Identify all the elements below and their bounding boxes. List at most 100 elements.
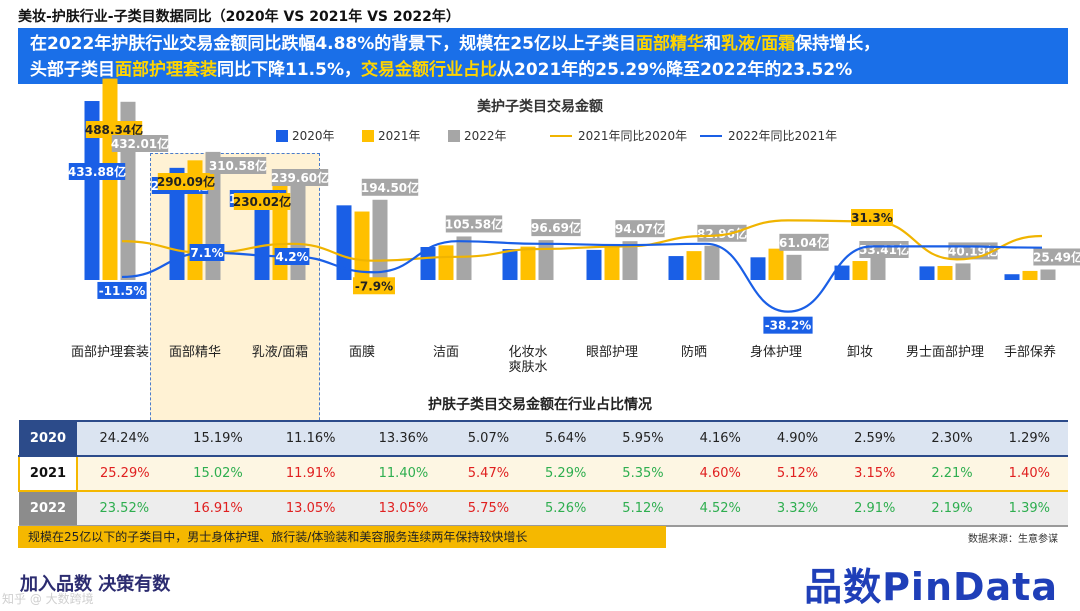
share-cell: 5.12%: [604, 491, 682, 527]
category-label: 防晒: [681, 344, 707, 360]
share-cell: 16.91%: [171, 491, 265, 527]
share-table: 2020 24.24% 15.19% 11.16% 13.36% 5.07% 5.64% 5.…: [18, 420, 1068, 527]
table-title: 护肤子类目交易金额在行业占比情况: [428, 397, 652, 413]
headline-banner: 在2022年护肤行业交易金额同比跌幅4.88%的背景下，规模在25亿以上子类目面…: [18, 28, 1068, 84]
value-label-2022: 61.04亿: [779, 235, 829, 250]
share-cell: 2.91%: [836, 491, 914, 527]
bar: [336, 205, 352, 280]
value-label-2022: 53.41亿: [859, 242, 909, 257]
bar: [538, 240, 554, 280]
year-cell: 2020: [19, 420, 77, 457]
bar: [919, 266, 935, 280]
bar: [1022, 270, 1038, 280]
value-label-2021: 488.34亿: [85, 122, 143, 137]
bar: [852, 261, 868, 280]
bar: [704, 245, 720, 280]
bar: [420, 247, 436, 280]
category-label: 乳液/面霜: [252, 345, 308, 360]
value-label-2022-bg: [361, 178, 419, 196]
bar: [84, 101, 100, 280]
legend-label: 2020年: [292, 129, 335, 143]
share-cell: 5.75%: [449, 491, 528, 527]
share-cell: 15.02%: [171, 456, 265, 492]
headline-2-segment: 从2021年的25.29%降至2022年的23.52%: [496, 60, 853, 80]
headline-1-segment: 面部精华: [635, 34, 704, 54]
bar: [502, 249, 518, 280]
headline-2-segment: 头部子类目: [30, 60, 115, 80]
bar: [1040, 269, 1056, 280]
legend-label: 2022年: [464, 129, 507, 143]
chart-area: 2020年 2021年 2022年 2021年同比2020年 2022年同比2021年 4…: [68, 78, 1080, 375]
year-cell: 2021: [18, 455, 78, 492]
share-cell: 15.19%: [171, 420, 265, 457]
share-cell: 3.15%: [836, 456, 914, 492]
share-cell: 4.60%: [681, 456, 759, 492]
value-label-2022-bg: [1033, 248, 1080, 266]
value-label-2022-bg: [779, 233, 829, 251]
bar: [955, 263, 971, 280]
share-cell: 1.40%: [990, 456, 1068, 492]
share-cell: 13.05%: [357, 491, 450, 527]
legend-label: 2022年同比2021年: [728, 129, 837, 143]
value-label-2022: 94.07亿: [615, 221, 665, 236]
table-row: 2021 25.29% 15.02% 11.91% 11.40% 5.47% 5.29% 5.…: [18, 455, 1068, 492]
value-label-2022-bg: [531, 219, 581, 237]
headline-2-segment: 交易金额行业占比: [360, 60, 497, 80]
category-label: 面膜: [349, 345, 375, 360]
share-cell: 2.30%: [913, 420, 991, 457]
bar: [870, 257, 886, 280]
value-label-2022: 96.69亿: [531, 220, 581, 235]
share-cell: 11.91%: [264, 456, 358, 492]
share-cell: 2.21%: [913, 456, 991, 492]
category-label: 爽肤水: [508, 360, 547, 375]
bar: [520, 246, 536, 280]
share-cell: 5.35%: [604, 456, 682, 492]
share-cell: 4.90%: [758, 420, 837, 457]
footnote: 规模在25亿以下的子类目中，男士身体护理、旅行装/体验装和美容服务连续两年保持较…: [18, 526, 666, 548]
value-label-2021-bg: [157, 173, 215, 190]
bar: [786, 254, 802, 280]
legend-label: 2021年: [378, 129, 421, 143]
brand-logo: 品数PinData: [804, 565, 1058, 609]
bar: [586, 249, 602, 280]
category-label: 眼部护理: [586, 345, 638, 360]
value-label-2022-bg: [111, 135, 169, 152]
value-label-2022-bg: [859, 241, 909, 258]
share-cell: 4.16%: [681, 420, 759, 457]
bar: [668, 256, 684, 280]
share-cell: 2.59%: [836, 420, 914, 457]
value-label-2022-bg: [271, 169, 329, 186]
source-note: 数据来源：生意参谋: [968, 534, 1058, 545]
share-cell: 25.29%: [77, 456, 172, 492]
bar: [438, 245, 454, 280]
share-cell: 5.07%: [449, 420, 528, 457]
pct-label: -38.2%: [765, 319, 812, 333]
headline-1-segment: 在2022年护肤行业交易金额同比跌幅4.88%的背景下，规模在25亿以上子类目: [30, 34, 636, 54]
bar: [604, 246, 620, 280]
pct-label: 7.1%: [190, 246, 223, 260]
value-label-2021-bg: [233, 193, 291, 210]
share-cell: 1.39%: [990, 491, 1068, 527]
page-title: 美妆-护肤行业-子类目数据同比（2020年 VS 2021年 VS 2022年）: [18, 9, 460, 25]
share-cell: 5.95%: [604, 420, 682, 457]
value-label-2022: 194.50亿: [361, 180, 419, 195]
value-label-2021: 290.09亿: [157, 174, 215, 189]
bar: [686, 251, 702, 280]
table-row: 2022 23.52% 16.91% 13.05% 13.05% 5.75% 5.26% 5.…: [19, 491, 1068, 527]
table-row: 2020 24.24% 15.19% 11.16% 13.36% 5.07% 5.64% 5.…: [19, 420, 1068, 457]
value-label-2021-bg: [85, 121, 143, 138]
value-label-2020: 433.88亿: [68, 164, 126, 179]
bar: [750, 257, 766, 280]
bar: [372, 199, 388, 280]
headline-1-segment: 乳液/面霜: [720, 34, 796, 54]
bar: [834, 265, 850, 280]
bar: [622, 241, 638, 280]
pct-label: -11.5%: [99, 284, 146, 298]
pct-label: 31.3%: [851, 211, 893, 225]
headline-line-2: 头部子类目面部护理套装同比下降11.5%，交易金额行业占比从2021年的25.2…: [30, 57, 1056, 83]
value-label-2022-bg: [445, 215, 503, 233]
value-label-2022: 105.58亿: [445, 216, 503, 231]
value-label-2022: 432.01亿: [111, 136, 169, 151]
bar: [254, 197, 270, 280]
value-label-2022-bg: [615, 220, 665, 238]
